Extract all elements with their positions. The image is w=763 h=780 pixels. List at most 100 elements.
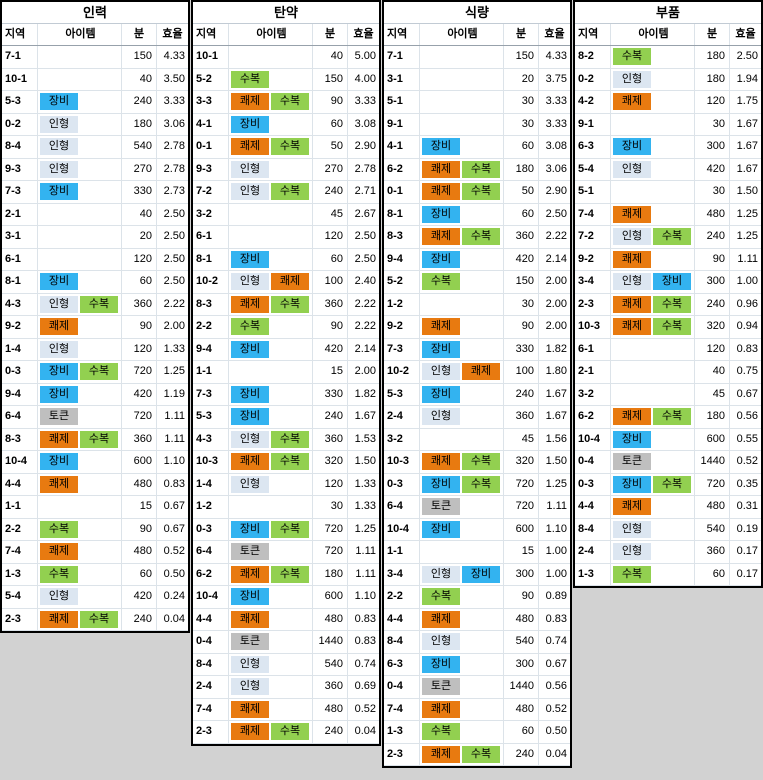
efficiency-cell: 2.78 (163, 162, 185, 175)
region-cell: 9-2 (2, 316, 38, 338)
efficiency-cell: 1.33 (354, 477, 376, 490)
region-cell: 0-3 (384, 473, 420, 495)
header-minutes: 분 (695, 24, 730, 45)
minutes-cell: 420 (313, 338, 348, 360)
logistics-row: 6-1 120 2.50 (193, 226, 379, 249)
efficiency-cell: 0.83 (736, 342, 758, 355)
item-tag-equipment: 장비 (462, 565, 500, 583)
item-cell: 쾌제 수복 (420, 451, 504, 473)
region-cell: 9-1 (575, 113, 611, 135)
minutes-cell: 300 (504, 653, 539, 675)
efficiency-cell: 1.25 (163, 365, 185, 378)
efficiency-cell: 1.25 (545, 477, 567, 490)
item-cell: 쾌제 (611, 248, 695, 270)
minutes-cell: 360 (504, 406, 539, 428)
efficiency-cell: 1.10 (545, 522, 567, 535)
region-cell: 7-3 (193, 383, 229, 405)
item-tag-token: 토큰 (40, 408, 78, 426)
item-cell (420, 46, 504, 68)
item-cell: 장비 (229, 338, 313, 360)
efficiency-cell: 1.53 (354, 432, 376, 445)
item-tag-contract: 쾌제 (40, 318, 78, 336)
logistics-row: 2-2 수복 90 2.22 (193, 316, 379, 339)
item-cell: 인형 수복 (229, 428, 313, 450)
item-tag-contract: 쾌제 (422, 700, 460, 718)
item-tag-equipment: 장비 (422, 385, 460, 403)
region-cell: 1-3 (2, 563, 38, 585)
region-cell: 4-3 (2, 293, 38, 315)
table-title: 식량 (384, 2, 570, 24)
logistics-row: 3-2 45 2.67 (193, 203, 379, 226)
item-tag-repair: 수복 (40, 565, 78, 583)
efficiency-cell: 1.67 (736, 162, 758, 175)
minutes-cell: 360 (122, 293, 157, 315)
minutes-cell: 360 (313, 676, 348, 698)
region-cell: 3-4 (384, 563, 420, 585)
minutes-cell: 90 (695, 248, 730, 270)
region-cell: 5-4 (2, 586, 38, 608)
minutes-cell: 240 (313, 406, 348, 428)
item-cell: 장비 (420, 383, 504, 405)
region-cell: 4-4 (193, 608, 229, 630)
efficiency-cell: 2.90 (545, 185, 567, 198)
region-cell: 7-3 (2, 181, 38, 203)
logistics-row: 3-2 45 1.56 (384, 428, 570, 451)
efficiency-cell: 1.67 (736, 117, 758, 130)
item-cell: 인형 장비 (420, 563, 504, 585)
item-cell: 토큰 (38, 406, 122, 428)
item-cell: 장비 (420, 338, 504, 360)
efficiency-cell: 2.50 (163, 207, 185, 220)
efficiency-cell: 0.56 (736, 410, 758, 423)
logistics-row: 10-4 장비 600 1.10 (193, 586, 379, 609)
logistics-row: 0-3 장비 수복 720 1.25 (2, 361, 188, 384)
logistics-row: 2-3 쾌제 수복 240 0.96 (575, 293, 761, 316)
efficiency-cell: 1.82 (545, 342, 567, 355)
header-efficiency: 효율 (353, 28, 374, 40)
item-tag-token: 토큰 (422, 678, 460, 696)
logistics-row: 7-3 장비 330 1.82 (384, 338, 570, 361)
item-tag-contract: 쾌제 (613, 318, 651, 336)
table-title: 부품 (575, 2, 761, 24)
item-cell: 인형 수복 (229, 181, 313, 203)
efficiency-cell: 0.17 (736, 567, 758, 580)
efficiency-cell: 2.50 (163, 230, 185, 243)
item-cell: 인형 장비 (611, 271, 695, 293)
minutes-cell: 60 (504, 721, 539, 743)
resource-table-ammunition: 탄약 지역 아이템 분 효율 10-1 40 5.00 5-2 수복 150 4.00 3-3 쾌제 수복 9… (191, 0, 381, 746)
region-cell: 5-2 (384, 271, 420, 293)
item-cell: 토큰 (229, 631, 313, 653)
item-cell: 장비 (229, 383, 313, 405)
logistics-row: 5-3 장비 240 3.33 (2, 91, 188, 114)
item-tag-contract: 쾌제 (231, 93, 269, 111)
minutes-cell: 60 (695, 563, 730, 585)
item-cell (38, 496, 122, 518)
header-efficiency: 효율 (735, 28, 756, 40)
item-tag-repair: 수복 (653, 228, 691, 246)
region-cell: 6-2 (575, 406, 611, 428)
minutes-cell: 120 (122, 248, 157, 270)
minutes-cell: 30 (504, 293, 539, 315)
efficiency-cell: 3.06 (545, 162, 567, 175)
item-cell: 장비 (38, 91, 122, 113)
efficiency-cell: 3.08 (354, 117, 376, 130)
minutes-cell: 30 (695, 181, 730, 203)
logistics-row: 7-4 쾌제 480 0.52 (2, 541, 188, 564)
efficiency-cell: 0.24 (163, 590, 185, 603)
efficiency-cell: 0.19 (736, 522, 758, 535)
efficiency-cell: 5.00 (354, 50, 376, 63)
region-cell: 2-2 (2, 518, 38, 540)
efficiency-cell: 0.35 (736, 477, 758, 490)
resource-table-rations: 식량 지역 아이템 분 효율 7-1 150 4.33 3-1 20 3.75 5-1 30 3.33 9-… (382, 0, 572, 768)
efficiency-cell: 1.11 (355, 545, 376, 558)
region-cell: 6-4 (384, 496, 420, 518)
item-tag-repair: 수복 (462, 183, 500, 201)
region-cell: 4-1 (384, 136, 420, 158)
minutes-cell: 50 (504, 181, 539, 203)
item-cell (420, 68, 504, 90)
region-cell: 1-1 (193, 361, 229, 383)
item-tag-doll: 인형 (422, 565, 460, 583)
efficiency-cell: 1.25 (354, 522, 376, 535)
item-cell: 쾌제 수복 (420, 181, 504, 203)
item-cell: 수복 (38, 518, 122, 540)
region-cell: 8-3 (2, 428, 38, 450)
